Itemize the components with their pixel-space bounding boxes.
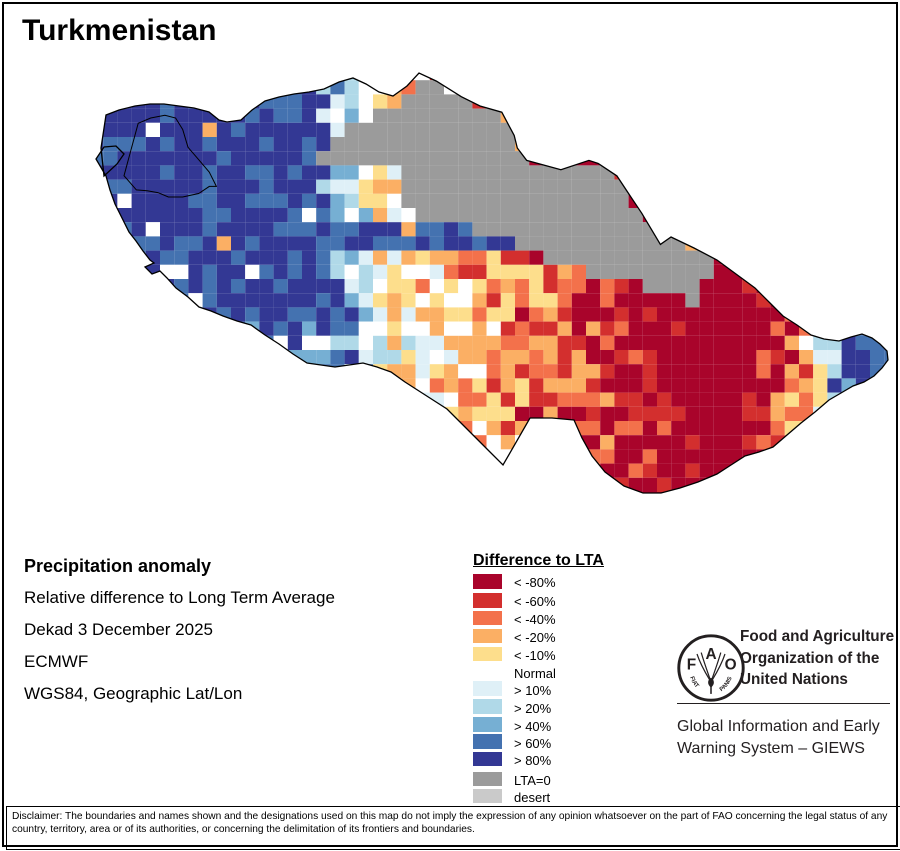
svg-text:O: O [725,656,737,673]
svg-text:PANIS: PANIS [719,676,734,693]
svg-text:F: F [687,656,696,673]
svg-text:A: A [705,646,716,663]
svg-text:FIAT: FIAT [688,676,700,690]
